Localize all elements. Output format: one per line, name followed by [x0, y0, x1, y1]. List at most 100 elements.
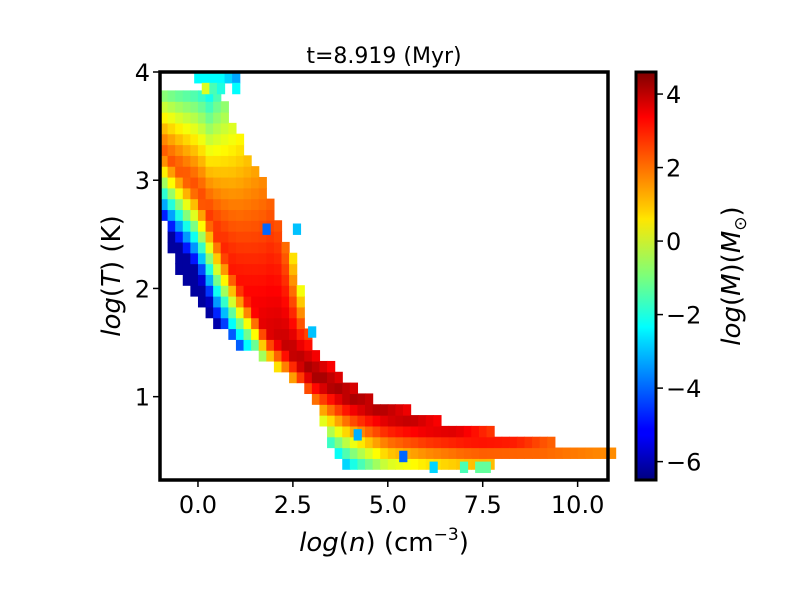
heatmap-cell [213, 166, 222, 178]
heatmap-cell [289, 328, 298, 340]
heatmap-cell [342, 404, 351, 416]
heatmap-cell [289, 306, 298, 319]
heatmap-cell [258, 209, 267, 221]
heatmap-cell [190, 263, 199, 275]
heatmap-cell [433, 415, 442, 427]
heatmap-cell [228, 122, 237, 135]
heatmap-cell [175, 176, 184, 189]
heatmap-cell [235, 274, 245, 286]
heatmap-cell [160, 166, 169, 178]
heatmap-cell [494, 447, 503, 459]
heatmap-cell [251, 339, 260, 351]
heatmap-cell [311, 360, 321, 373]
heatmap-cell [213, 263, 222, 275]
heatmap-cell [509, 447, 518, 459]
heatmap-cell [365, 425, 374, 438]
heatmap-cell [429, 461, 438, 474]
heatmap-cell [304, 350, 313, 362]
heatmap-cell [182, 112, 191, 124]
heatmap-cell [243, 187, 252, 200]
heatmap-cell [220, 144, 229, 156]
heatmap-cell [228, 209, 237, 221]
heatmap-cell [258, 350, 267, 362]
heatmap-cell [197, 296, 207, 308]
heatmap-cell [160, 133, 169, 146]
heatmap-cell [182, 252, 191, 265]
x-axis-label-close: ) [459, 528, 469, 558]
heatmap-cell [273, 274, 283, 286]
heatmap-cell [266, 317, 275, 330]
y-axis-ticks: 1 2 3 4 [135, 59, 160, 412]
heatmap-cell [273, 285, 283, 297]
heatmap-cell [475, 461, 484, 474]
heatmap-cell [235, 187, 245, 200]
heatmap-cell [232, 72, 241, 84]
heatmap-cell [182, 155, 191, 167]
y-axis-label-close-paren: ) [97, 253, 127, 271]
heatmap-cell [281, 306, 290, 319]
heatmap-cell [243, 306, 252, 319]
heatmap-cell [167, 187, 176, 200]
heatmap-cell [220, 133, 229, 146]
heatmap-cell [228, 220, 237, 232]
heatmap-cell [570, 447, 579, 459]
heatmap-cell [190, 209, 199, 221]
heatmap-cell [357, 447, 366, 459]
colorbar-tick-label: 2 [666, 155, 681, 183]
heatmap-cell [182, 220, 191, 232]
heatmap-cell [251, 231, 260, 243]
heatmap-cell [228, 155, 237, 167]
heatmap-cell [365, 447, 374, 459]
heatmap-cell [190, 101, 199, 113]
heatmap-cell [387, 436, 396, 449]
heatmap-cell [197, 112, 207, 124]
heatmap-cell [235, 133, 245, 146]
heatmap-cell [235, 306, 245, 319]
heatmap-cell [228, 176, 237, 189]
heatmap-cell [357, 393, 366, 405]
heatmap-cell [213, 133, 222, 146]
heatmap-cell [327, 436, 336, 449]
heatmap-cell [160, 155, 169, 167]
heatmap-cell [471, 436, 480, 449]
heatmap-cell [190, 252, 199, 265]
heatmap-cell [175, 252, 184, 265]
x-axis-label-unit: (cm [384, 528, 434, 558]
heatmap-cell [554, 447, 564, 459]
chart-title: t=8.919 (Myr) [306, 44, 461, 69]
heatmap-cell [494, 436, 503, 449]
heatmap-cell [402, 458, 412, 470]
heatmap-cell [327, 425, 336, 438]
heatmap-cell [228, 198, 237, 211]
heatmap-cell [334, 382, 343, 395]
heatmap-cell [235, 198, 245, 211]
heatmap-cell [190, 187, 199, 200]
colorbar-label-unit-sub: ⊙ [731, 216, 751, 230]
heatmap-cell [213, 144, 222, 156]
heatmap-cell [266, 231, 275, 243]
x-axis-label-arg: n [349, 528, 365, 558]
heatmap-cell [175, 144, 184, 156]
heatmap-cell [167, 112, 176, 124]
heatmap-cell [402, 415, 412, 427]
heatmap-cell [372, 458, 381, 470]
heatmap-cell [220, 296, 229, 308]
colorbar-label-unit-close: ) [717, 206, 747, 216]
heatmap-cell [167, 176, 176, 189]
heatmap-cell [209, 82, 218, 95]
heatmap-cell [205, 231, 214, 243]
heatmap-cell [205, 296, 214, 308]
heatmap-cell [380, 404, 389, 416]
heatmap-cell [296, 317, 305, 330]
heatmap-cell [160, 112, 169, 124]
heatmap-cell [433, 425, 442, 438]
heatmap-cell [273, 328, 283, 340]
heatmap-cell [160, 209, 169, 221]
heatmap-cell [167, 101, 176, 113]
heatmap-cell [213, 90, 222, 102]
heatmap-cell [205, 144, 214, 156]
heatmap-cell [235, 209, 245, 221]
heatmap-cell [243, 317, 252, 330]
heatmap-cell [372, 436, 381, 449]
colorbar-label: log(M)(M⊙) [717, 206, 751, 345]
